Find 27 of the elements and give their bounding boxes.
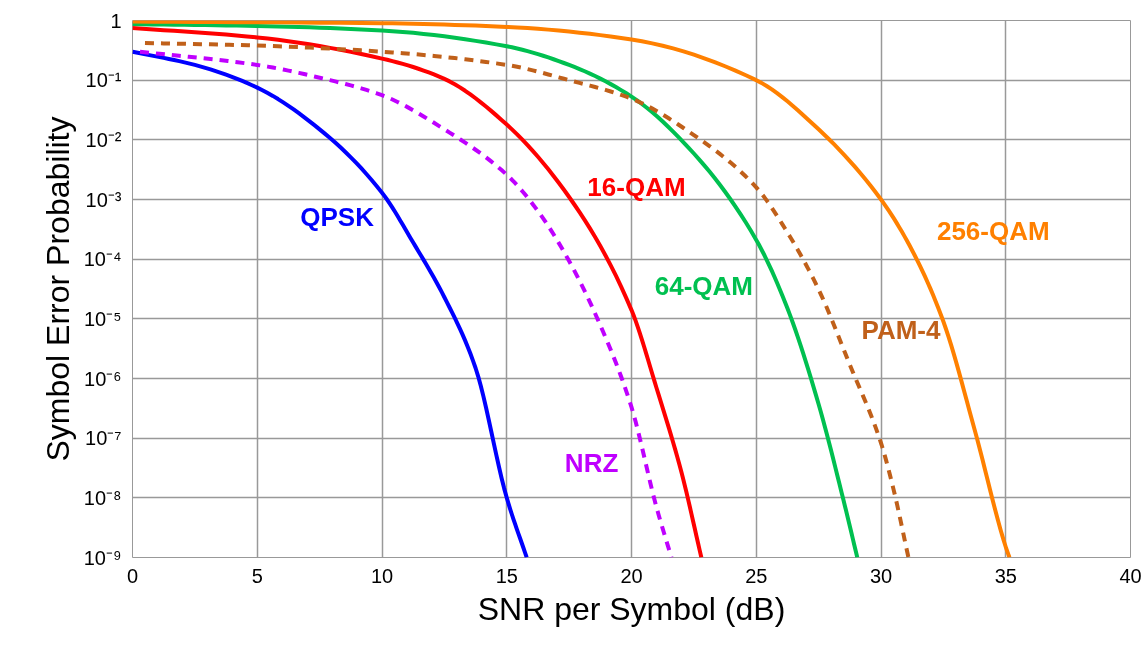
series-label: QPSK (300, 202, 375, 233)
y-tick-label: 10⁻⁸ (83, 486, 122, 509)
x-tick-label: 20 (620, 564, 643, 587)
x-tick-label: 5 (251, 564, 263, 587)
series-label: 256-QAM (936, 215, 1050, 246)
x-tick-label: 15 (495, 564, 518, 587)
y-tick-label: 10⁻² (85, 128, 122, 151)
y-tick-label: 10⁻⁹ (83, 546, 122, 569)
x-tick-label: 40 (1119, 564, 1142, 587)
series-label: 16-QAM (587, 172, 686, 203)
x-tick-label: 10 (370, 564, 394, 587)
y-tick-label: 10⁻⁷ (85, 427, 122, 450)
series-label: PAM-4 (861, 315, 941, 346)
y-tick-label: 1 (110, 9, 122, 32)
y-tick-label: 10⁻³ (85, 188, 122, 211)
x-tick-label: 0 (126, 564, 139, 587)
x-axis-title: SNR per Symbol (dB) (477, 590, 786, 627)
y-tick-label: 10⁻⁶ (84, 367, 122, 390)
y-axis-title: Symbol Error Probability (39, 116, 76, 462)
series-label: 64-QAM (654, 270, 753, 301)
y-tick-label: 10⁻¹ (85, 69, 122, 92)
x-tick-label: 30 (869, 564, 893, 587)
x-tick-label: 25 (745, 564, 768, 587)
x-tick-label: 35 (994, 564, 1017, 587)
y-tick-label: 10⁻⁴ (83, 248, 122, 271)
y-tick-label: 10⁻⁵ (83, 307, 122, 330)
series-label: NRZ (564, 448, 619, 479)
